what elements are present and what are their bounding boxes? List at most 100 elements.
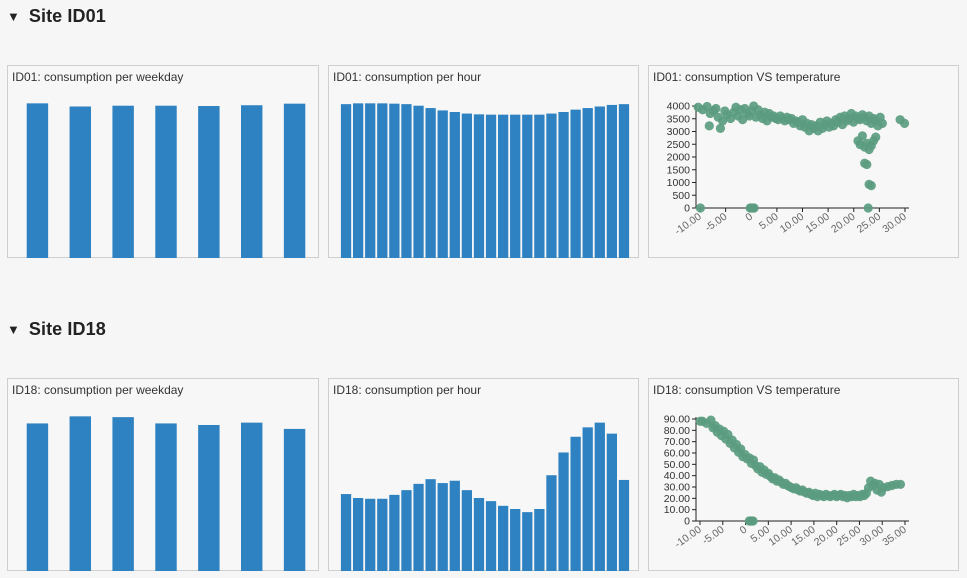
bar	[26, 103, 49, 258]
bar	[449, 111, 460, 258]
bar	[377, 498, 388, 571]
bar	[155, 423, 177, 571]
x-tick-label: -5.00	[700, 524, 727, 548]
y-tick-label: 1000	[667, 177, 691, 189]
bar	[522, 114, 533, 258]
bar	[485, 501, 497, 571]
scatter-point	[704, 121, 714, 131]
scatter-point	[711, 103, 721, 114]
bar	[461, 113, 473, 258]
x-tick-label: 20.00	[812, 524, 841, 549]
bar	[618, 479, 630, 571]
bar	[546, 113, 557, 258]
chart-title: ID01: consumption per hour	[333, 70, 482, 84]
y-tick-label: 90.00	[664, 414, 690, 426]
y-tick-label: 50.00	[664, 459, 690, 471]
bar	[198, 424, 220, 571]
y-tick-label: 20.00	[664, 493, 690, 505]
section-header-id01[interactable]: ▼ Site ID01	[7, 4, 106, 28]
bar	[241, 105, 263, 258]
bar	[26, 423, 49, 571]
bar	[485, 114, 497, 258]
bar	[606, 104, 618, 259]
bar	[618, 104, 630, 258]
bar	[546, 475, 557, 571]
chart-panel-temperature-id18: ID18: consumption VS temperature 0 10.00 2…	[648, 378, 959, 571]
x-tick-label: 10.00	[778, 211, 807, 236]
bar	[570, 109, 581, 258]
x-tick-label: 5.00	[757, 211, 781, 233]
y-tick-label: 40.00	[664, 470, 690, 482]
section-title: Site ID01	[28, 5, 106, 26]
chart-title: ID01: consumption VS temperature	[653, 70, 841, 84]
bar-chart	[340, 103, 630, 259]
bar	[558, 452, 569, 571]
bar	[510, 114, 521, 258]
bar	[606, 433, 618, 572]
bar-chart	[340, 422, 630, 572]
bar	[401, 490, 412, 571]
bar	[413, 483, 424, 571]
bar	[340, 104, 352, 258]
bar	[413, 105, 424, 259]
x-tick-label: -5.00	[703, 211, 730, 235]
y-tick-label: 4000	[667, 101, 691, 113]
bar	[582, 108, 593, 258]
scatter-point	[715, 123, 726, 133]
chart-panel-temperature-id01: ID01: consumption VS temperature 0 500 100…	[648, 65, 959, 258]
x-tick-label: 30.00	[880, 211, 909, 236]
chart-title: ID01: consumption per weekday	[12, 70, 184, 84]
bar	[352, 103, 364, 258]
bar	[594, 422, 605, 571]
bar	[461, 490, 473, 571]
bar	[389, 494, 400, 571]
y-tick-label: 0	[684, 203, 690, 215]
x-tick-label: 15.00	[789, 524, 818, 549]
chart-title: ID18: consumption per weekday	[12, 383, 184, 397]
scatter-point	[863, 203, 873, 213]
scatter-point	[899, 118, 910, 129]
scatter-point	[866, 181, 876, 191]
x-tick-label: 35.00	[880, 524, 909, 549]
bar-chart	[26, 416, 306, 571]
x-tick-label: 30.00	[858, 524, 887, 549]
chart-title: ID18: consumption VS temperature	[653, 383, 841, 397]
collapse-caret-icon[interactable]: ▼	[7, 321, 20, 337]
chart-panel-hour-id01: ID01: consumption per hour	[328, 65, 639, 259]
chart-panel-hour-id18: ID18: consumption per hour	[328, 378, 639, 572]
bar	[352, 497, 364, 571]
y-tick-label: 70.00	[664, 436, 690, 448]
section-header-id18[interactable]: ▼ Site ID18	[7, 317, 106, 341]
scatter-point	[695, 416, 705, 426]
y-tick-label: 1500	[667, 164, 691, 176]
y-tick-label: 2500	[667, 139, 691, 151]
bar	[389, 103, 400, 258]
bar	[112, 105, 134, 259]
bar	[198, 106, 220, 258]
bar	[283, 428, 306, 571]
bar	[241, 422, 263, 571]
x-tick-label: 25.00	[835, 524, 864, 549]
bar	[449, 480, 460, 571]
bar	[69, 416, 91, 571]
bar	[534, 114, 545, 258]
bar-chart	[26, 103, 306, 259]
bar	[437, 110, 448, 258]
bar	[497, 505, 509, 571]
scatter-point	[695, 203, 706, 213]
x-tick-label: 10.00	[766, 524, 795, 549]
x-tick-label: 0	[738, 524, 750, 537]
chart-panel-weekday-id01: ID01: consumption per weekday	[7, 65, 319, 259]
chart-panel-weekday-id18: ID18: consumption per weekday	[7, 378, 319, 571]
bar	[582, 427, 593, 571]
bar	[473, 114, 485, 258]
x-tick-label: 25.00	[855, 211, 884, 236]
collapse-caret-icon[interactable]: ▼	[7, 8, 20, 24]
chart-title: ID18: consumption per hour	[333, 383, 482, 397]
scatter-point	[871, 132, 881, 142]
bar	[425, 108, 436, 258]
bar	[473, 497, 485, 571]
scatter-point	[877, 118, 887, 129]
scatter-point	[744, 516, 754, 526]
